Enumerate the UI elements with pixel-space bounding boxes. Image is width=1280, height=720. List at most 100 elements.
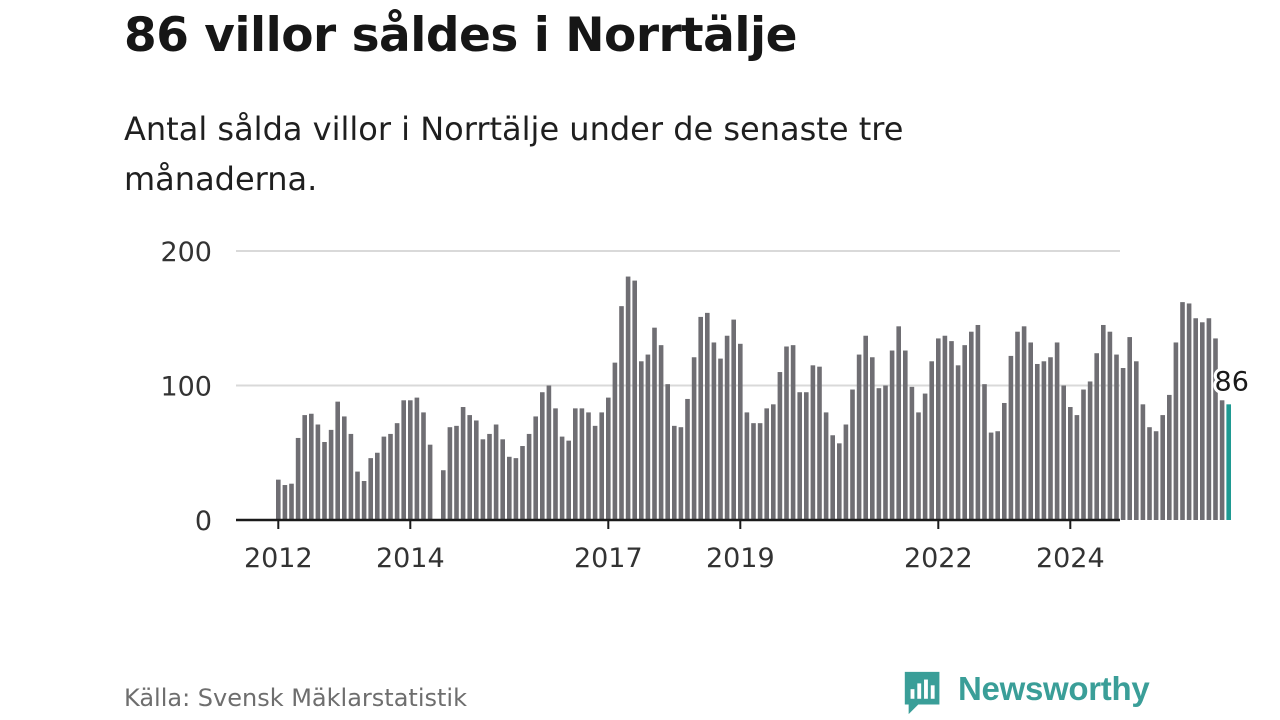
bar xyxy=(295,437,301,520)
bar xyxy=(1094,353,1099,520)
bar xyxy=(757,423,763,520)
bar xyxy=(1041,361,1047,520)
bar xyxy=(837,443,842,520)
bar xyxy=(289,483,294,520)
bar xyxy=(1021,326,1027,520)
bar xyxy=(678,427,684,520)
bar xyxy=(988,432,994,520)
bar xyxy=(652,327,657,520)
bar xyxy=(639,361,644,520)
bar xyxy=(1107,331,1113,520)
bar xyxy=(533,416,538,520)
x-tick-label: 2014 xyxy=(376,543,445,574)
bar-latest xyxy=(1226,404,1231,520)
bar xyxy=(889,350,895,520)
bar xyxy=(922,393,928,520)
bar xyxy=(1087,381,1093,520)
bar xyxy=(474,420,479,520)
bar xyxy=(705,312,710,520)
bar xyxy=(276,479,281,520)
bar xyxy=(942,335,948,520)
bar xyxy=(579,408,585,520)
bar xyxy=(1213,338,1218,520)
bar xyxy=(454,425,459,520)
annotations: 86 xyxy=(1212,363,1252,400)
bar xyxy=(606,397,611,520)
bar xyxy=(731,319,736,520)
y-tick-label: 200 xyxy=(160,237,212,268)
bar xyxy=(1140,404,1146,520)
bar xyxy=(619,306,624,520)
bar xyxy=(1127,337,1132,520)
newsworthy-chart-bubble-icon xyxy=(904,671,940,715)
bar xyxy=(348,433,354,520)
bar xyxy=(916,412,921,520)
brand-name: Newsworthy xyxy=(958,670,1150,707)
bar xyxy=(361,480,367,520)
bar xyxy=(540,392,545,520)
bar xyxy=(309,413,314,520)
bar xyxy=(1134,361,1139,520)
bar xyxy=(777,372,783,520)
bar xyxy=(784,346,789,520)
bar xyxy=(771,404,776,520)
source-note: Källa: Svensk Mäklarstatistik xyxy=(124,684,467,712)
bar xyxy=(995,431,1000,520)
bar xyxy=(724,335,730,520)
bar xyxy=(883,385,888,520)
bar xyxy=(1193,318,1198,520)
bar xyxy=(487,433,492,520)
chart-title: 86 villor såldes i Norrtälje xyxy=(124,8,797,63)
bar xyxy=(1180,302,1185,520)
bar xyxy=(566,440,571,520)
y-tick-label: 0 xyxy=(195,506,212,537)
bar xyxy=(672,425,677,520)
bar xyxy=(441,470,446,520)
bar xyxy=(467,415,472,520)
bar xyxy=(1048,357,1053,520)
bar xyxy=(850,389,855,520)
y-axis-labels: 0 100 200 xyxy=(160,237,212,537)
bar xyxy=(632,280,637,520)
bar xyxy=(969,331,974,520)
bar xyxy=(823,412,829,520)
bar xyxy=(929,361,934,520)
bar xyxy=(1061,385,1066,520)
bar xyxy=(335,401,340,520)
bar xyxy=(427,444,433,520)
bar xyxy=(375,452,380,520)
gridlines xyxy=(236,250,1120,387)
bar xyxy=(328,429,334,520)
bar xyxy=(1101,324,1106,520)
bar xyxy=(553,408,558,520)
bar xyxy=(586,412,591,520)
bar xyxy=(1068,407,1073,520)
latest-value-label: 86 xyxy=(1215,366,1249,397)
bar xyxy=(559,436,565,520)
bar xyxy=(751,423,756,520)
bar xyxy=(546,385,552,520)
bar xyxy=(1186,303,1192,520)
bar xyxy=(1167,394,1172,520)
bar xyxy=(698,316,703,520)
bar xyxy=(573,408,578,520)
bar xyxy=(513,458,519,520)
bar xyxy=(949,341,954,520)
bar xyxy=(368,458,373,520)
bar xyxy=(691,357,697,520)
x-tick-label: 2022 xyxy=(904,543,973,574)
bar xyxy=(738,343,743,520)
bar xyxy=(1081,389,1086,520)
bar xyxy=(408,400,413,520)
x-tick-label: 2017 xyxy=(574,543,643,574)
bar xyxy=(830,435,835,520)
bar xyxy=(790,345,796,520)
bars xyxy=(276,276,1231,520)
bar xyxy=(480,439,486,520)
bar xyxy=(493,424,499,520)
bar xyxy=(1054,342,1060,520)
bar xyxy=(685,398,690,520)
bar xyxy=(658,345,664,520)
bar xyxy=(665,384,670,520)
